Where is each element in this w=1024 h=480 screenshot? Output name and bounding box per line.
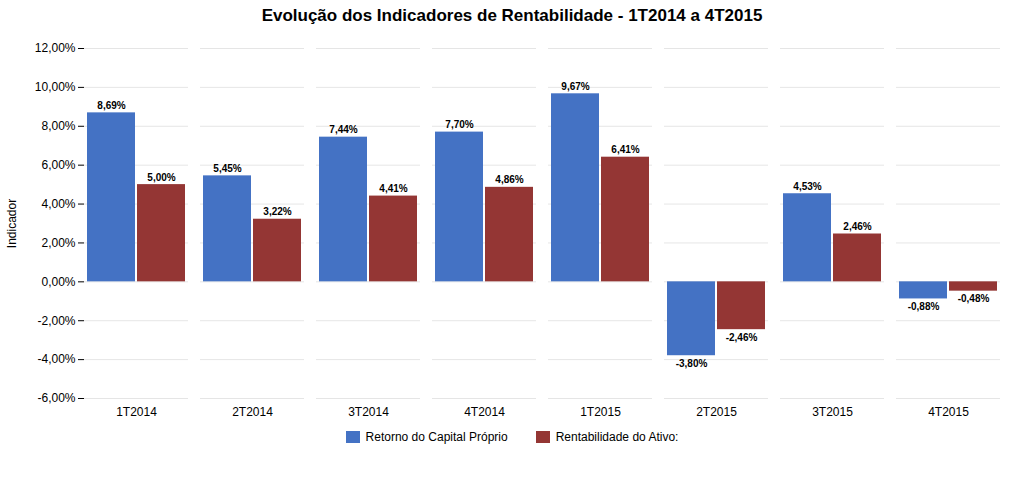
svg-text:2T2015: 2T2015 [696,405,737,419]
svg-text:10,00%: 10,00% [35,80,76,94]
svg-text:4T2015: 4T2015 [928,405,969,419]
svg-text:7,70%: 7,70% [445,119,473,130]
svg-text:3,22%: 3,22% [263,206,291,217]
svg-text:4,41%: 4,41% [379,183,407,194]
svg-text:4,00%: 4,00% [41,197,75,211]
html-text:Rentabilidade do Ativo:: Rentabilidade do Ativo: [555,430,679,444]
svg-text:-2,46%: -2,46% [726,332,758,343]
svg-text:6,41%: 6,41% [611,144,639,155]
svg-text:8,69%: 8,69% [97,100,125,111]
svg-text:-0,88%: -0,88% [908,301,940,312]
svg-text:5,45%: 5,45% [213,163,241,174]
svg-text:-3,80%: -3,80% [676,358,708,369]
svg-text:3T2015: 3T2015 [812,405,853,419]
svg-text:-4,00%: -4,00% [37,352,75,366]
svg-text:7,44%: 7,44% [329,124,357,135]
svg-text:4,53%: 4,53% [793,181,821,192]
svg-text:3T2014: 3T2014 [348,405,389,419]
svg-text:0,00%: 0,00% [41,275,75,289]
html-text:Retorno do Capital Próprio: Retorno do Capital Próprio [365,430,508,444]
svg-text:9,67%: 9,67% [561,81,589,92]
svg-text:2,46%: 2,46% [843,221,871,232]
svg-text:1T2014: 1T2014 [116,405,157,419]
svg-text:Indicador: Indicador [5,199,19,248]
svg-text:-6,00%: -6,00% [37,391,75,405]
svg-text:1T2015: 1T2015 [580,405,621,419]
svg-text:2,00%: 2,00% [41,236,75,250]
svg-text:-0,48%: -0,48% [958,293,990,304]
svg-text:4T2014: 4T2014 [464,405,505,419]
svg-text:5,00%: 5,00% [147,172,175,183]
svg-text:2T2014: 2T2014 [232,405,273,419]
svg-text:12,00%: 12,00% [35,41,76,55]
svg-text:6,00%: 6,00% [41,158,75,172]
html-text:Evolução dos Indicadores de Re: Evolução dos Indicadores de Rentabilidad… [261,6,763,25]
svg-text:-2,00%: -2,00% [37,314,75,328]
svg-text:4,86%: 4,86% [495,174,523,185]
svg-text:8,00%: 8,00% [41,119,75,133]
